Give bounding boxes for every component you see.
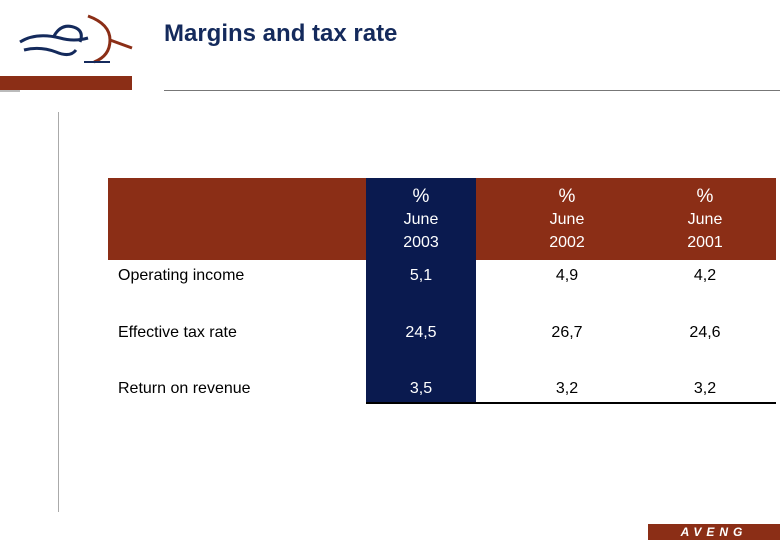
table-bottom-rule [366, 402, 776, 404]
footer-brand-logo: AVENG [648, 524, 780, 540]
column-unit: % [558, 185, 576, 207]
column-year: 2003 [403, 233, 439, 251]
column-month: June [687, 210, 723, 228]
title-underline [164, 90, 780, 91]
company-logo [14, 10, 136, 72]
column-header-2003: % June 2003 [366, 178, 476, 260]
table-cell: 3,2 [555, 380, 579, 397]
table-cell: 26,7 [551, 324, 583, 341]
table-cell: 5,1 [409, 267, 433, 284]
table-cell: 4,9 [555, 267, 579, 284]
column-month: June [403, 210, 439, 228]
row-label: Effective tax rate [118, 324, 237, 341]
table-cell: 4,2 [693, 267, 717, 284]
highlighted-column [366, 178, 476, 402]
logo-accent-bar [0, 76, 132, 90]
left-vertical-rule [58, 112, 59, 512]
table-row-effective-tax-rate: Effective tax rate 24,5 26,7 24,6 [108, 319, 776, 347]
column-header-2001: % June 2001 [650, 178, 760, 260]
table-cell: 24,6 [689, 324, 721, 341]
table-cell: 3,2 [693, 380, 717, 397]
column-header-2002: % June 2002 [512, 178, 622, 260]
table-cell: 24,5 [405, 324, 437, 341]
table-row-operating-income: Operating income 5,1 4,9 4,2 [108, 262, 776, 290]
column-year: 2001 [687, 233, 723, 251]
column-unit: % [412, 185, 430, 207]
column-year: 2002 [549, 233, 585, 251]
margins-table: % June 2003 % June 2002 % June 2001 Oper… [108, 178, 776, 406]
table-row-return-on-revenue: Return on revenue 3,5 3,2 3,2 [108, 375, 776, 403]
row-label: Operating income [118, 267, 245, 284]
column-month: June [549, 210, 585, 228]
logo-accent-line [0, 90, 20, 92]
slide-title: Margins and tax rate [164, 20, 398, 47]
column-unit: % [696, 185, 714, 207]
table-cell: 3,5 [409, 380, 433, 397]
row-label: Return on revenue [118, 380, 251, 397]
